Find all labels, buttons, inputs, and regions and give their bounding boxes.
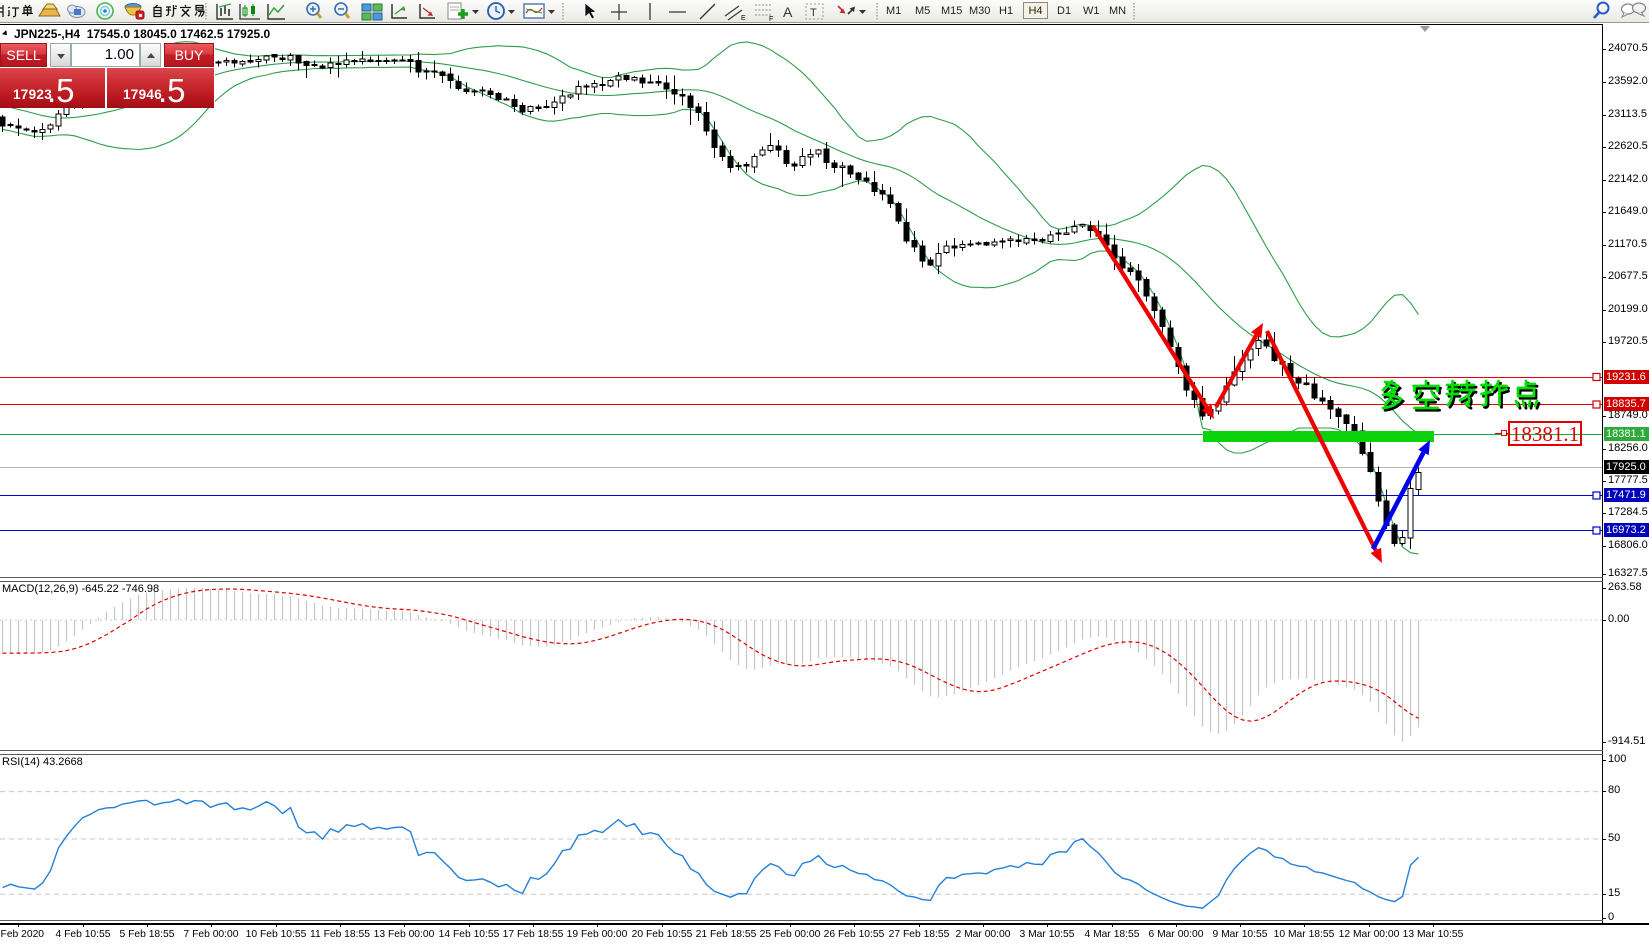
svg-text:E: E — [741, 15, 746, 22]
svg-text:A: A — [783, 4, 793, 20]
svg-text:T: T — [810, 7, 817, 19]
svg-text:F: F — [769, 16, 773, 23]
